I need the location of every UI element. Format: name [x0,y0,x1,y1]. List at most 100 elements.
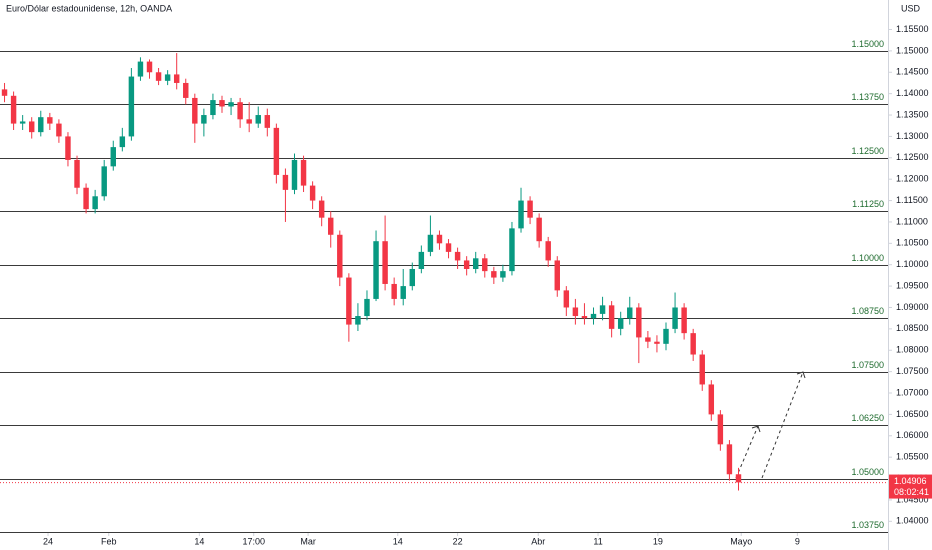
candle-body [445,243,452,252]
candle-body [391,283,397,299]
y-tick-label: 1.14000 [896,88,929,98]
candle-body [318,200,325,218]
y-tick-label: 1.10500 [896,238,929,248]
x-tick-label: Feb [101,536,117,546]
candle-body [645,337,651,342]
candle-body [400,286,406,299]
y-tick-label: 1.07000 [896,387,929,397]
candle-body [436,234,443,244]
candle-body [427,234,434,252]
level-label: 1.08750 [851,306,884,316]
candle-body [518,200,524,229]
candle-body [183,82,189,98]
y-tick-label: 1.09500 [896,280,929,290]
candle-body [409,268,416,287]
y-tick-label: 1.06500 [896,409,929,419]
candle-body [355,316,361,325]
candle-body [246,119,252,124]
candle-body [735,474,742,483]
x-tick-label: 11 [593,536,602,546]
candle-body [228,102,234,107]
level-label: 1.11250 [852,199,884,209]
level-label: 1.05000 [851,467,884,477]
candle-body [155,72,162,81]
level-label: 1.06250 [851,413,884,423]
candle-body [92,196,98,210]
last-price-box [889,474,932,499]
candle-body [119,136,126,148]
candle-body [373,241,379,299]
x-tick-label: 14 [194,536,204,546]
x-tick-label: Mayo [730,536,752,546]
candle-body [328,217,334,235]
x-tick-label: Mar [300,536,316,546]
candle-body [654,341,660,344]
x-tick-label: 22 [453,536,463,546]
x-tick-label: 17:00 [242,536,265,546]
candle-body [337,234,343,278]
candle-body [536,217,542,242]
level-label: 1.07500 [851,360,884,370]
chart-title: Euro/Dólar estadounidense, 12h, OANDA [6,3,172,13]
candle-body [482,258,488,272]
y-tick-label: 1.15500 [896,24,929,34]
candle-body [554,260,560,291]
candle-body [617,318,624,329]
level-label: 1.15000 [851,39,884,49]
candle-body [65,136,71,160]
y-tick-label: 1.15000 [896,45,929,55]
y-tick-label: 1.10000 [896,259,929,269]
candle-body [146,61,153,73]
level-label: 1.10000 [851,253,884,263]
y-tick-label: 1.04500 [896,494,929,504]
candle-body [237,102,243,120]
candle-body [74,159,80,188]
candle-body [627,307,633,319]
candle-body [717,414,724,445]
y-tick-label: 1.11500 [896,195,928,205]
candle-body [545,241,551,261]
y-tick-label: 1.09000 [896,302,929,312]
candle-body [137,61,144,77]
candle-body [300,159,307,186]
candle-body [364,298,370,317]
level-label: 1.12500 [851,146,884,156]
candle-body [672,307,678,329]
candle-body [563,290,570,308]
y-tick-label: 1.13000 [896,131,929,141]
candle-body [291,159,298,190]
candle-body [491,271,497,278]
candle-body [309,185,316,201]
candle-body [608,305,615,329]
y-tick-label: 1.07500 [896,366,929,376]
x-tick-label: Abr [531,536,545,546]
y-tick-label: 1.13500 [896,109,929,119]
candle-body [192,97,198,124]
candle-body [264,115,271,128]
y-tick-label: 1.08000 [896,345,929,355]
candle-body [219,100,225,107]
candle-body [572,307,579,317]
y-tick-label: 1.11000 [896,216,928,226]
y-tick-label: 1.06000 [896,430,929,440]
candle-body [47,117,53,124]
candle-body [282,174,289,190]
candle-body [1,89,8,96]
candle-body [164,74,171,81]
candle-body [38,117,44,133]
candle-body [663,328,669,344]
candle-body [382,241,388,284]
y-tick-label: 1.05500 [896,452,929,462]
candle-body [28,121,35,133]
candle-body [418,251,425,269]
candle-body [83,187,89,210]
candle-body [10,95,17,124]
candle-body [636,307,642,338]
candle-body [346,277,352,325]
y-tick-label: 1.08500 [896,323,929,333]
candle-body [56,123,62,137]
candle-body [690,333,696,355]
x-tick-label: 19 [653,536,663,546]
